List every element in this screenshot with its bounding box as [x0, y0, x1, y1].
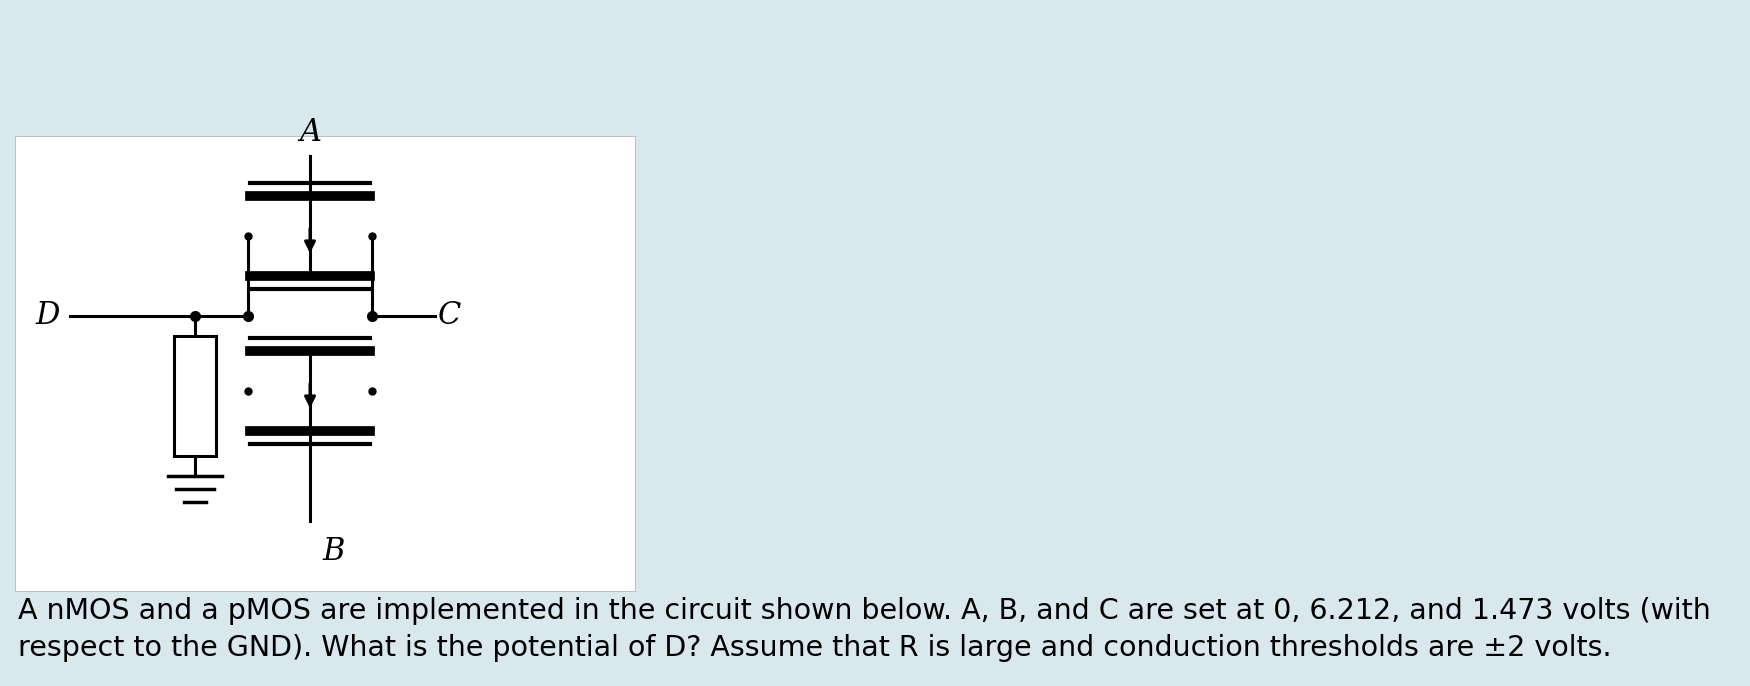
Text: A nMOS and a pMOS are implemented in the circuit shown below. A, B, and C are se: A nMOS and a pMOS are implemented in the…	[18, 597, 1712, 625]
Text: respect to the GND). What is the potential of D? Assume that R is large and cond: respect to the GND). What is the potenti…	[18, 634, 1612, 662]
Text: A: A	[299, 117, 320, 148]
Text: C: C	[438, 300, 462, 331]
Text: B: B	[322, 536, 345, 567]
Text: D: D	[35, 300, 60, 331]
Bar	[173, 336, 215, 456]
Bar	[16, 136, 635, 591]
